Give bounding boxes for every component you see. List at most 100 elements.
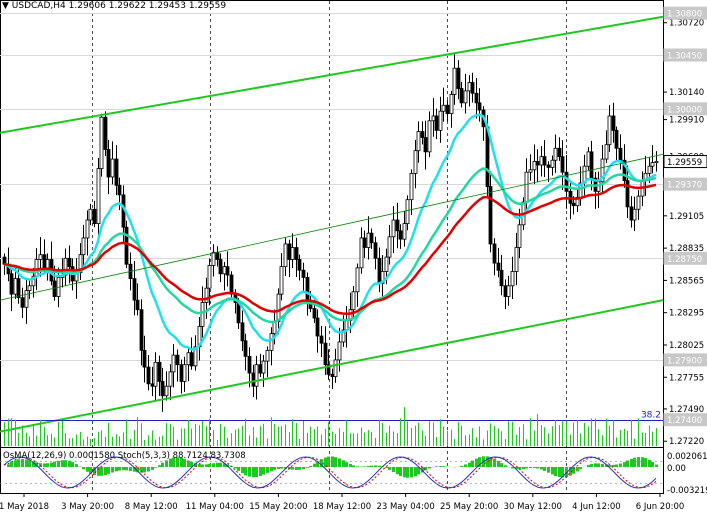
candle (179, 359, 184, 394)
candle-body-bear (423, 137, 428, 153)
candle-body-bull (283, 243, 288, 268)
candle (499, 254, 504, 296)
candle (106, 139, 111, 194)
candle (445, 100, 450, 122)
candle (160, 367, 165, 412)
candle (27, 279, 32, 300)
candle-body-bull (333, 359, 338, 378)
candle-body-bear (492, 243, 497, 264)
candle (614, 126, 619, 161)
candle-body-bear (622, 159, 627, 181)
candle-body-bull (654, 161, 659, 164)
candle-body-bear (503, 285, 508, 297)
candle (557, 137, 562, 161)
candle-body-bull (222, 266, 227, 275)
candle (456, 60, 461, 100)
candle (409, 169, 414, 215)
candle-body-bull (269, 333, 274, 351)
candle-body-bull (88, 208, 93, 221)
stoch-label: Stoch(5,3,3) 88.7124 83.7308 (117, 451, 246, 461)
candle (441, 87, 446, 122)
candle-body-bear (139, 309, 144, 351)
candle (596, 171, 601, 209)
candle-body-bear (114, 158, 119, 186)
candle (222, 261, 227, 291)
candle-body-bear (150, 383, 155, 387)
candle (49, 241, 54, 286)
candle (157, 355, 162, 397)
candle (564, 154, 569, 209)
candle-body-bear (474, 92, 479, 104)
candle-body-bull (416, 131, 421, 152)
time-tick-label: 18 May 12:00 (313, 502, 371, 512)
candle-body-bull (600, 158, 605, 183)
time-tick-label: 25 May 20:00 (440, 502, 498, 512)
candle (431, 98, 436, 137)
level-price-tag: 1.27400 (663, 413, 707, 427)
candle-body-bull (34, 259, 39, 277)
candle (589, 140, 594, 191)
candle (279, 253, 284, 301)
osc-scale-label: -0.0032190 (667, 486, 707, 496)
candle-body-bull (96, 168, 101, 225)
candle (416, 121, 421, 163)
candle-body-bull (290, 247, 295, 260)
candle-body-bull (359, 237, 364, 269)
candle (9, 269, 14, 312)
candle (182, 356, 187, 392)
candle-body-bear (243, 340, 248, 357)
candle-body-bear (369, 232, 374, 244)
candle (636, 189, 641, 220)
current-price-tag: 1.29559 (663, 155, 707, 169)
candle-body-bull (272, 321, 277, 335)
candle (229, 271, 234, 299)
candle (225, 251, 230, 287)
candle (45, 253, 50, 281)
candle-body-bull (164, 385, 169, 397)
candle-body-bear (456, 67, 461, 89)
candle-body-bull (387, 236, 392, 258)
candle (528, 154, 533, 181)
candle (297, 254, 302, 281)
candle-body-bear (477, 102, 482, 111)
candle (391, 206, 396, 254)
candle-body-bull (384, 256, 389, 272)
candle (193, 335, 198, 371)
price-tick-label: 1.28565 (669, 276, 704, 286)
candle-body-bull (647, 165, 652, 174)
candle-body-bear (611, 115, 616, 131)
candle-body-bear (157, 361, 162, 382)
level-price-tag: 1.30800 (663, 6, 707, 20)
price-tag-label: 1.27900 (667, 356, 702, 366)
candle (175, 349, 180, 382)
candle (247, 347, 252, 388)
price-tag-box (663, 413, 707, 427)
candle-body-bear (67, 257, 72, 268)
candle (85, 210, 90, 256)
candle-body-bear (445, 104, 450, 115)
candle-body-bear (557, 147, 562, 158)
candle-body-bear (175, 354, 180, 366)
candle (467, 75, 472, 107)
candle (369, 228, 374, 249)
candle-body-bear (496, 262, 501, 271)
candle-body-bear (618, 147, 623, 161)
candle (542, 140, 547, 177)
candle-body-bull (261, 360, 266, 374)
candle-body-bear (614, 129, 619, 149)
candle-body-bear (132, 278, 137, 301)
price-tick-label: 1.29910 (669, 116, 704, 126)
level-price-tag: 1.27900 (663, 353, 707, 367)
candle (168, 364, 173, 401)
ohlc-values: 1.29606 1.29622 1.29453 1.29559 (68, 1, 227, 11)
stoch-signal-line (3, 456, 657, 489)
candle-body-bear (106, 149, 111, 178)
candle-body-bear (301, 269, 306, 278)
candle-body-bear (420, 131, 425, 138)
candle-body-bull (452, 67, 457, 95)
price-tag-label: 1.30000 (667, 105, 702, 115)
candle-body-bull (413, 150, 418, 174)
candle-body-bull (517, 224, 522, 248)
